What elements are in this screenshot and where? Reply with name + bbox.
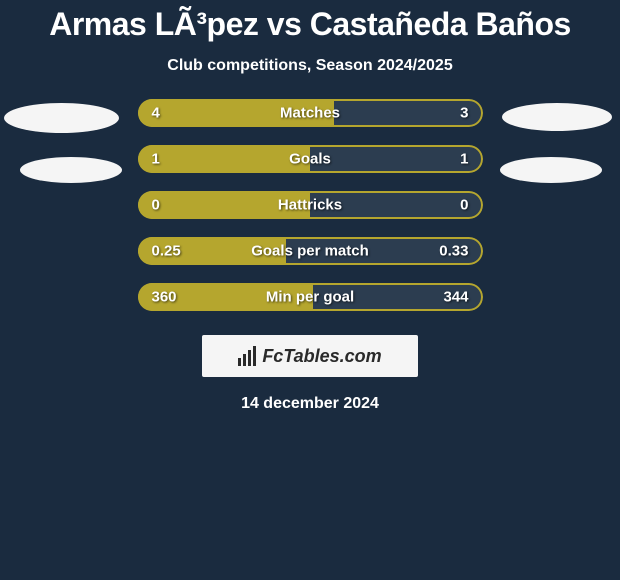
stat-value-left: 0.25 [152,243,181,260]
branding[interactable]: FcTables.com [202,335,418,377]
stat-value-right: 3 [460,105,468,122]
stat-label: Goals [289,151,331,168]
stat-row: 1 Goals 1 [138,145,483,173]
player-right-badge-2 [500,157,602,183]
subtitle: Club competitions, Season 2024/2025 [0,57,620,75]
stat-label: Hattricks [278,197,342,214]
stat-value-right: 344 [443,289,468,306]
stat-value-left: 4 [152,105,160,122]
stat-label: Min per goal [266,289,354,306]
stat-row: 0.25 Goals per match 0.33 [138,237,483,265]
stat-value-left: 360 [152,289,177,306]
player-right-badge-1 [502,103,612,131]
stat-label: Goals per match [251,243,369,260]
stat-value-right: 0.33 [439,243,468,260]
date-label: 14 december 2024 [0,395,620,413]
branding-text: FcTables.com [262,346,381,367]
stat-label: Matches [280,105,340,122]
stat-value-right: 0 [460,197,468,214]
player-left-badge-2 [20,157,122,183]
stat-row: 4 Matches 3 [138,99,483,127]
player-left-badge-1 [4,103,119,133]
stats-area: 4 Matches 3 1 Goals 1 0 Hattricks 0 0.25 Goals per… [0,99,620,311]
stat-value-left: 1 [152,151,160,168]
stat-fill-left [138,145,311,173]
bar-chart-icon [238,346,256,366]
stat-row: 360 Min per goal 344 [138,283,483,311]
stat-value-left: 0 [152,197,160,214]
page-title: Armas LÃ³pez vs Castañeda Baños [0,6,620,43]
comparison-card: Armas LÃ³pez vs Castañeda Baños Club com… [0,0,620,413]
stat-bars: 4 Matches 3 1 Goals 1 0 Hattricks 0 0.25 Goals per… [138,99,483,311]
stat-row: 0 Hattricks 0 [138,191,483,219]
stat-value-right: 1 [460,151,468,168]
